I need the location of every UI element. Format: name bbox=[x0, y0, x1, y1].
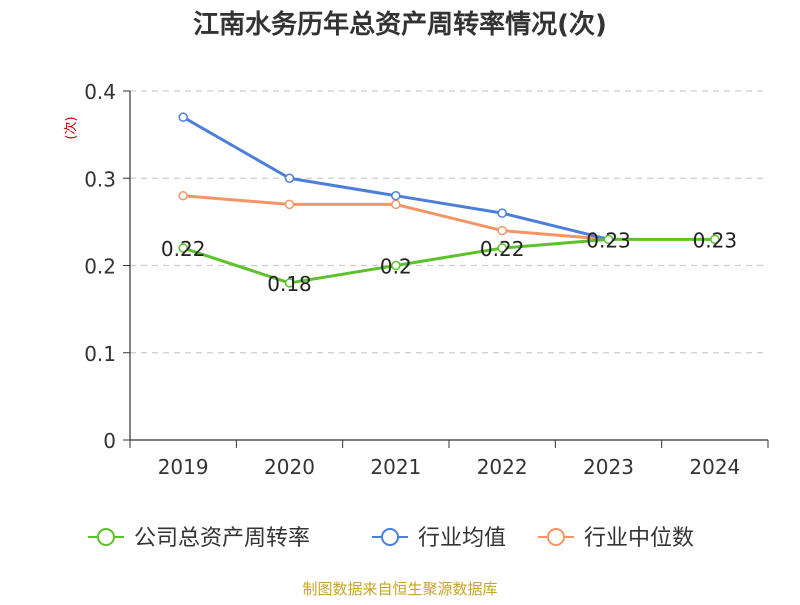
data-point bbox=[603, 234, 614, 245]
data-point bbox=[178, 112, 188, 122]
data-point bbox=[284, 278, 295, 288]
x-tick-label: 2022 bbox=[477, 455, 528, 479]
data-point bbox=[497, 225, 507, 236]
data-source-note: 制图数据来自恒生聚源数据库 bbox=[302, 580, 498, 598]
y-tick-label: 0.1 bbox=[84, 342, 116, 366]
data-point bbox=[497, 208, 507, 218]
legend-marker bbox=[381, 528, 399, 546]
legend-marker bbox=[97, 528, 115, 546]
data-label: 0.23 bbox=[693, 228, 738, 252]
y-tick-label: 0.3 bbox=[84, 167, 116, 191]
data-point bbox=[391, 199, 401, 210]
data-label: 0.18 bbox=[267, 272, 312, 296]
data-point bbox=[284, 173, 295, 183]
legend-label: 行业中位数 bbox=[584, 526, 694, 551]
data-point bbox=[497, 243, 507, 253]
data-point bbox=[710, 234, 720, 245]
y-tick-label: 0.4 bbox=[84, 80, 116, 104]
chart-title: 江南水务历年总资产周转率情况(次) bbox=[193, 10, 607, 40]
y-tick-label: 0 bbox=[103, 429, 116, 453]
y-axis-label: (次) bbox=[63, 116, 79, 139]
y-tick-label: 0.2 bbox=[84, 255, 116, 279]
data-label: 0.2 bbox=[380, 255, 412, 279]
data-point bbox=[284, 199, 295, 210]
x-tick-label: 2020 bbox=[264, 455, 315, 479]
data-point bbox=[391, 190, 401, 201]
series-line bbox=[182, 237, 715, 285]
legend-marker bbox=[547, 528, 565, 546]
data-point bbox=[391, 260, 401, 271]
legend-label: 公司总资产周转率 bbox=[134, 526, 310, 551]
x-tick-label: 2021 bbox=[370, 455, 421, 479]
x-tick-label: 2024 bbox=[689, 455, 740, 479]
x-tick-label: 2023 bbox=[583, 455, 634, 479]
x-tick-label: 2019 bbox=[158, 455, 209, 479]
data-point bbox=[178, 243, 188, 253]
legend-label: 行业均值 bbox=[418, 526, 506, 551]
data-label: 0.22 bbox=[480, 237, 525, 261]
data-label: 0.23 bbox=[586, 228, 631, 252]
data-point bbox=[178, 190, 188, 201]
data-label: 0.22 bbox=[161, 237, 206, 261]
